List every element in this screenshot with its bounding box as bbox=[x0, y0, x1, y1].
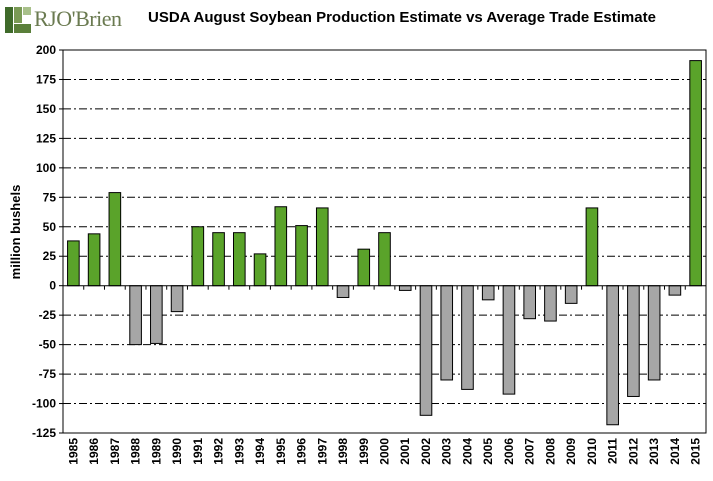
logo-text: RJO'Brien bbox=[34, 6, 122, 31]
y-tick-label: -50 bbox=[39, 338, 57, 352]
bar-1990 bbox=[170, 285, 184, 313]
x-tick-label: 1986 bbox=[87, 438, 101, 465]
x-tick-labels: 1985 1986 1987 1988 1989 1990 1991 1992 1993 1994… bbox=[66, 438, 702, 465]
x-tick-label: 1997 bbox=[315, 438, 329, 465]
bar-2010 bbox=[585, 207, 599, 287]
x-tick-label: 1999 bbox=[357, 438, 371, 465]
bar-2011 bbox=[606, 285, 619, 426]
plot-frame bbox=[62, 49, 707, 434]
y-tick-labels: 200 175 150 125 100 75 50 25 0 -25 -50 -75 -100 -125 bbox=[32, 43, 56, 440]
y-tick-label: 150 bbox=[36, 102, 56, 116]
x-tick-label: 2005 bbox=[481, 438, 495, 465]
x-tick-label: 2012 bbox=[626, 438, 640, 465]
bar-1992 bbox=[212, 232, 225, 287]
bar-1985 bbox=[67, 240, 80, 287]
x-tick-label: 1995 bbox=[274, 438, 288, 465]
rjobrien-logo: RJO'Brien bbox=[4, 4, 136, 34]
y-axis-label: million bushels bbox=[8, 185, 23, 280]
bar-1988 bbox=[129, 285, 142, 346]
bar-2006 bbox=[502, 285, 516, 395]
x-tick-label: 1994 bbox=[253, 438, 267, 465]
x-tick-label: 1989 bbox=[149, 438, 163, 465]
y-tick-label: 75 bbox=[43, 190, 57, 204]
x-tick-label: 1996 bbox=[295, 438, 309, 465]
y-tick-label: -75 bbox=[39, 367, 57, 381]
bar-1994 bbox=[253, 253, 267, 287]
bar-2007 bbox=[523, 285, 537, 320]
y-tick-label: 0 bbox=[49, 279, 56, 293]
y-tick-label: 175 bbox=[36, 72, 56, 86]
bars bbox=[67, 60, 702, 426]
x-tick-label: 2002 bbox=[419, 438, 433, 465]
x-tick-label: 2007 bbox=[523, 438, 537, 465]
bar-1987 bbox=[108, 192, 122, 287]
chart-title: USDA August Soybean Production Estimate … bbox=[148, 9, 656, 26]
x-tick-label: 1987 bbox=[108, 438, 122, 465]
bar-1986 bbox=[87, 233, 101, 287]
y-tick-label: 125 bbox=[36, 131, 56, 145]
logo-mark-icon bbox=[5, 7, 31, 33]
x-tick-label: 2003 bbox=[440, 438, 454, 465]
bar-1995 bbox=[274, 206, 288, 287]
bar-2013 bbox=[647, 285, 661, 381]
bar-1989 bbox=[150, 285, 163, 344]
bar-1991 bbox=[191, 226, 205, 287]
x-tick-label: 1992 bbox=[212, 438, 226, 465]
x-tick-label: 2001 bbox=[398, 438, 412, 465]
x-tick-label: 2009 bbox=[564, 438, 578, 465]
x-tick-label: 1990 bbox=[170, 438, 184, 465]
bar-2004 bbox=[461, 285, 474, 390]
y-tick-label: 200 bbox=[36, 43, 56, 57]
bar-1999 bbox=[357, 248, 371, 287]
y-tick-label: 25 bbox=[43, 249, 57, 263]
x-tick-label: 2008 bbox=[543, 438, 557, 465]
bar-2012 bbox=[627, 285, 640, 397]
axes bbox=[59, 49, 707, 434]
x-tick-label: 1988 bbox=[129, 438, 143, 465]
x-tick-label: 2011 bbox=[606, 438, 620, 464]
bar-1993 bbox=[232, 232, 246, 287]
x-tick-label: 2013 bbox=[647, 438, 661, 465]
bar-2009 bbox=[564, 285, 578, 304]
x-tick-label: 2010 bbox=[585, 438, 599, 465]
x-tick-label: 2014 bbox=[668, 438, 682, 465]
bar-1997 bbox=[315, 207, 329, 287]
bar-2014 bbox=[668, 285, 682, 296]
y-tick-label: 100 bbox=[36, 161, 56, 175]
bar-2015 bbox=[689, 60, 702, 287]
x-tick-label: 1998 bbox=[336, 438, 350, 465]
bar-2001 bbox=[398, 285, 412, 291]
bar-2005 bbox=[481, 285, 495, 301]
x-tick-label: 1991 bbox=[191, 438, 205, 465]
bar-2002 bbox=[419, 285, 433, 416]
y-tick-label: 50 bbox=[43, 220, 57, 234]
chart-header: RJO'Brien USDA August Soybean Production… bbox=[0, 0, 713, 40]
y-tick-label: -100 bbox=[32, 397, 56, 411]
x-tick-label: 2015 bbox=[689, 438, 703, 465]
x-tick-label: 1993 bbox=[232, 438, 246, 465]
bar-1996 bbox=[295, 225, 308, 287]
bar-2000 bbox=[378, 232, 391, 287]
x-tick-label: 1985 bbox=[66, 438, 80, 465]
bar-1998 bbox=[336, 285, 350, 298]
y-tick-label: -25 bbox=[39, 308, 57, 322]
x-tick-label: 2006 bbox=[502, 438, 516, 465]
y-tick-label: -125 bbox=[32, 426, 56, 440]
bar-2003 bbox=[440, 285, 454, 381]
x-tick-label: 2004 bbox=[460, 438, 474, 465]
bar-2008 bbox=[544, 285, 557, 322]
x-tick-label: 2000 bbox=[378, 438, 392, 465]
